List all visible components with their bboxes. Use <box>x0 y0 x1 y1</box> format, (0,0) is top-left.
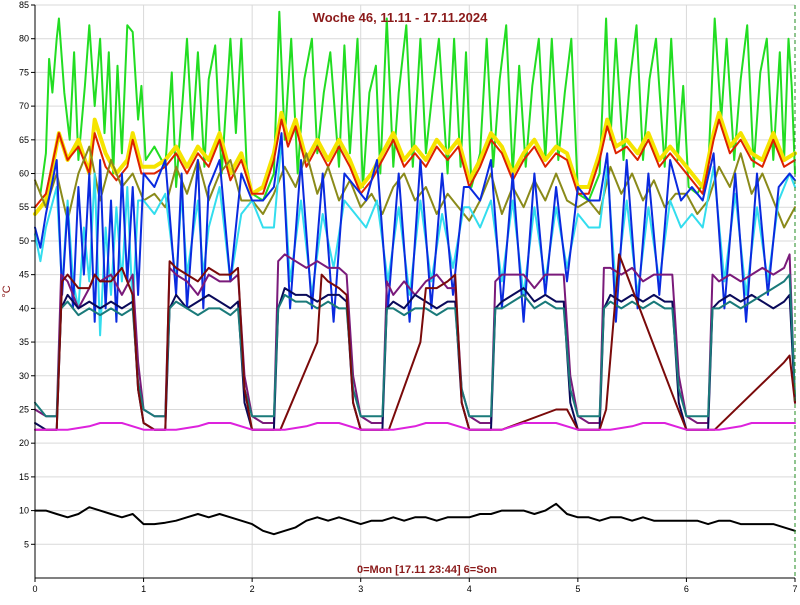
x-tick-label: 2 <box>250 584 255 594</box>
chart-title: Woche 46, 11.11 - 17.11.2024 <box>313 10 488 25</box>
series-line-black <box>34 502 796 536</box>
series-line-cyan <box>34 138 796 337</box>
chart-footer: 0=Mon [17.11 23:44] 6=Son <box>357 564 497 576</box>
y-tick-label: 70 <box>19 101 29 111</box>
y-tick-label: 30 <box>19 371 29 381</box>
y-tick-label: 10 <box>19 506 29 516</box>
y-tick-label: 55 <box>19 202 29 212</box>
y-tick-label: 15 <box>19 472 29 482</box>
y-axis-label: °C <box>1 285 13 297</box>
y-tick-label: 80 <box>19 34 29 44</box>
series-line-olive <box>34 145 796 229</box>
x-tick-label: 4 <box>467 584 472 594</box>
x-tick-label: 3 <box>358 584 363 594</box>
series-line-blue <box>34 132 796 323</box>
series-line-yellow <box>33 110 797 216</box>
y-tick-label: 60 <box>19 169 29 179</box>
y-tick-label: 40 <box>19 303 29 313</box>
x-tick-label: 5 <box>575 584 580 594</box>
y-tick-label: 75 <box>19 67 29 77</box>
y-tick-label: 45 <box>19 270 29 280</box>
series-line-magenta <box>34 422 796 431</box>
x-tick-label: 0 <box>32 584 37 594</box>
series-line-bright_green <box>39 10 796 202</box>
y-tick-label: 25 <box>19 404 29 414</box>
x-tick-label: 6 <box>684 584 689 594</box>
series-line-red <box>34 118 796 209</box>
y-tick-label: 20 <box>19 438 29 448</box>
y-tick-label: 85 <box>19 0 29 10</box>
y-tick-label: 35 <box>19 337 29 347</box>
y-tick-label: 65 <box>19 135 29 145</box>
y-tick-label: 5 <box>24 539 29 549</box>
y-tick-label: 50 <box>19 236 29 246</box>
x-tick-label: 1 <box>141 584 146 594</box>
x-tick-label: 7 <box>792 584 797 594</box>
